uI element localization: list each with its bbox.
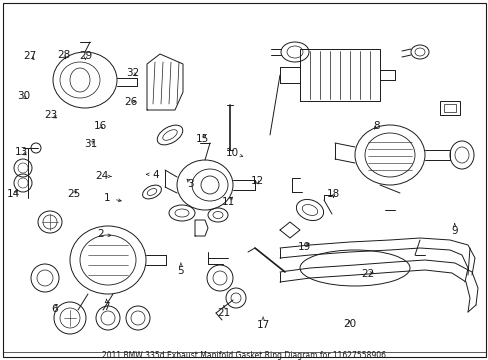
Text: 3: 3 (187, 179, 194, 189)
Bar (443, 104, 455, 112)
Text: 17: 17 (256, 317, 269, 330)
Text: 1: 1 (104, 193, 121, 203)
Text: 18: 18 (326, 189, 340, 199)
Text: 10: 10 (226, 148, 242, 158)
Text: 28: 28 (57, 50, 70, 60)
Text: 19: 19 (297, 242, 310, 252)
Text: 23: 23 (44, 110, 58, 120)
Text: 24: 24 (95, 171, 111, 181)
Text: 25: 25 (67, 189, 81, 199)
Text: 29: 29 (79, 51, 92, 61)
Text: 8: 8 (372, 121, 379, 131)
Text: 12: 12 (250, 176, 264, 186)
Text: 14: 14 (7, 189, 20, 199)
Text: 11: 11 (222, 197, 235, 207)
Text: 22: 22 (360, 269, 374, 279)
Text: 7: 7 (103, 299, 110, 312)
Text: 31: 31 (83, 139, 97, 149)
Text: 5: 5 (177, 263, 184, 276)
Text: 20: 20 (343, 319, 355, 329)
Text: 13: 13 (14, 147, 28, 157)
Text: 4: 4 (146, 170, 159, 180)
Text: 9: 9 (450, 223, 457, 236)
Text: 26: 26 (124, 96, 138, 107)
Text: 27: 27 (23, 51, 37, 61)
Text: 21: 21 (217, 305, 230, 318)
Text: 30: 30 (17, 91, 30, 102)
Text: 32: 32 (126, 68, 140, 78)
Text: 6: 6 (51, 303, 58, 314)
Text: 15: 15 (196, 134, 209, 144)
Text: 2011 BMW 335d Exhaust Manifold Gasket Ring Diagram for 11627558906: 2011 BMW 335d Exhaust Manifold Gasket Ri… (102, 351, 386, 360)
Bar (439, 101, 459, 115)
Text: 16: 16 (93, 121, 107, 131)
Text: 2: 2 (97, 229, 110, 239)
